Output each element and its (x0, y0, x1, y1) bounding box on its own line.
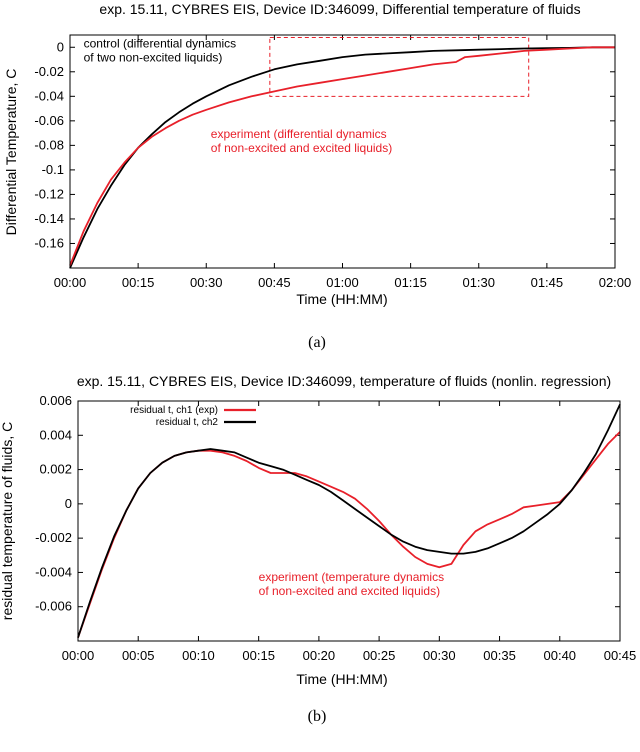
panel-a-x-tick-labels: 00:00 00:15 00:30 00:45 01:00 01:15 01:30 01:45… (54, 275, 632, 290)
x-tick-label: 00:35 (483, 648, 516, 663)
panel-a-y-tick-labels: 0 -0.02 -0.04 -0.06 -0.08 -0.1 -0.12 -0.14 -0.16 (34, 39, 64, 250)
series-line-experiment (69, 46, 615, 266)
panel-a-series (69, 46, 615, 269)
x-tick-label: 01:00 (326, 275, 359, 290)
legend-label: residual t, ch1 (exp) (130, 405, 218, 416)
panel-a-title: exp. 15.11, CYBRES EIS, Device ID:346099… (99, 1, 580, 17)
annotation-text: experiment (differential dynamics (211, 127, 387, 141)
x-tick-label: 00:20 (303, 648, 336, 663)
y-tick-label: -0.004 (35, 564, 72, 579)
panel-a-y-axis-label: Differential Temperature, C (3, 69, 19, 236)
y-tick-label: -0.04 (34, 88, 64, 103)
x-tick-label: 00:45 (258, 275, 291, 290)
y-tick-label: 0 (65, 496, 72, 511)
panel-a-plot-frame (69, 34, 616, 269)
annotation-text: experiment (temperature dynamics (259, 570, 444, 584)
y-tick-label: -0.14 (34, 211, 64, 226)
panel-b-chart: exp. 15.11, CYBRES EIS, Device ID:346099… (0, 373, 636, 725)
x-tick-label: 00:00 (62, 648, 95, 663)
x-tick-label: 00:40 (544, 648, 577, 663)
annotation-text: control (differential dynamics (84, 36, 237, 50)
y-tick-label: -0.06 (34, 113, 64, 128)
x-tick-label: 01:30 (462, 275, 495, 290)
y-tick-label: -0.02 (34, 64, 64, 79)
series-line-ch1 (77, 431, 621, 638)
annotation-text: of non-excited and excited liquids) (211, 141, 392, 155)
x-tick-label: 00:15 (122, 275, 155, 290)
panel-b-x-tick-labels: 00:00 00:05 00:10 00:15 00:20 00:25 00:30 00:35… (62, 648, 637, 663)
x-tick-label: 00:15 (242, 648, 275, 663)
y-tick-label: 0.006 (39, 393, 72, 408)
y-tick-label: 0.002 (39, 462, 72, 477)
panel-a-tick-marks (69, 35, 616, 268)
x-tick-label: 00:05 (122, 648, 155, 663)
panel-a-x-axis-label: Time (HH:MM) (296, 291, 387, 307)
panel-b-caption: (b) (308, 708, 327, 725)
panel-b-title: exp. 15.11, CYBRES EIS, Device ID:346099… (77, 373, 611, 389)
annotation-text: of two non-excited liquids) (84, 50, 223, 64)
y-tick-label: -0.16 (34, 235, 64, 250)
y-tick-label: 0 (57, 39, 64, 54)
panel-b-y-tick-labels: 0.006 0.004 0.002 0 -0.002 -0.004 -0.006 (35, 393, 72, 614)
x-tick-label: 00:45 (604, 648, 637, 663)
y-tick-label: -0.006 (35, 599, 72, 614)
x-tick-label: 00:30 (423, 648, 456, 663)
x-tick-label: 00:10 (182, 648, 215, 663)
y-tick-label: -0.002 (35, 530, 72, 545)
series-line-control (69, 46, 615, 269)
panel-b-x-axis-label: Time (HH:MM) (296, 671, 387, 687)
panel-b-series (77, 404, 621, 638)
y-tick-label: -0.12 (34, 186, 64, 201)
legend-label: residual t, ch2 (156, 417, 219, 428)
y-tick-label: 0.004 (39, 427, 72, 442)
y-tick-label: -0.1 (42, 162, 64, 177)
x-tick-label: 00:00 (54, 275, 87, 290)
highlight-box (269, 36, 530, 97)
panel-b-legend: residual t, ch1 (exp)residual t, ch2 (130, 405, 256, 428)
series-line-ch2 (77, 404, 621, 638)
panel-a-highlight-box (269, 36, 530, 97)
panel-a-chart: exp. 15.11, CYBRES EIS, Device ID:346099… (3, 1, 631, 351)
x-tick-label: 00:25 (363, 648, 396, 663)
x-tick-label: 01:15 (394, 275, 427, 290)
panel-b-plot-frame (77, 400, 621, 642)
panel-b-y-axis-label: residual temperature of fluids, C (0, 422, 15, 620)
y-tick-label: -0.08 (34, 137, 64, 152)
annotation-text: of non-excited and excited liquids) (259, 584, 440, 598)
x-tick-label: 00:30 (190, 275, 223, 290)
x-tick-label: 02:00 (599, 275, 632, 290)
panel-a-caption: (a) (308, 334, 326, 351)
x-tick-label: 01:45 (531, 275, 564, 290)
